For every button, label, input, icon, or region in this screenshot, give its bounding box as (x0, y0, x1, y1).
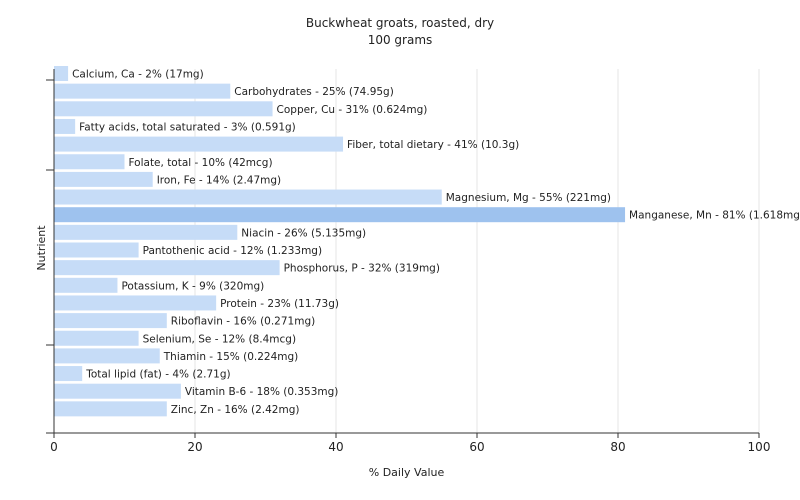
x-tick-label: 100 (748, 440, 771, 454)
bar-label: Carbohydrates - 25% (74.95g) (234, 86, 394, 98)
x-tick-label: 40 (328, 440, 343, 454)
chart-subtitle: 100 grams (367, 33, 433, 47)
y-axis-label: Nutrient (35, 225, 48, 271)
bar-label: Calcium, Ca - 2% (17mg) (72, 69, 204, 81)
x-tick-label: 0 (50, 440, 58, 454)
bar (54, 348, 160, 364)
bar-label: Magnesium, Mg - 55% (221mg) (446, 192, 611, 204)
bar-label: Niacin - 26% (5.135mg) (241, 227, 366, 239)
bar (54, 330, 139, 346)
bar-label: Fatty acids, total saturated - 3% (0.591… (79, 121, 296, 133)
bar-label: Selenium, Se - 12% (8.4mcg) (143, 333, 296, 345)
bar-label: Thiamin - 15% (0.224mg) (163, 351, 299, 363)
bar (54, 224, 238, 240)
x-tick-label: 60 (469, 440, 484, 454)
bar (54, 66, 69, 81)
bar-label: Potassium, K - 9% (320mg) (121, 280, 264, 292)
bar-label: Protein - 23% (11.73g) (220, 298, 339, 310)
x-axis-ticks: 0 20 40 60 80 100 (50, 433, 770, 454)
bar (54, 207, 626, 223)
bar-label: Iron, Fe - 14% (2.47mg) (157, 174, 281, 186)
bar-label: Fiber, total dietary - 41% (10.3g) (347, 139, 519, 151)
bar (54, 295, 217, 311)
bar-label: Riboflavin - 16% (0.271mg) (171, 316, 315, 328)
bar-label: Phosphorus, P - 32% (319mg) (284, 263, 440, 275)
chart-title: Buckwheat groats, roasted, dry (305, 16, 495, 30)
bars: Calcium, Ca - 2% (17mg) Carbohydrates - 2… (54, 66, 800, 417)
x-axis-label: % Daily Value (369, 466, 445, 479)
bar (54, 366, 83, 382)
bar (54, 260, 280, 276)
bar (54, 401, 167, 417)
gridlines (194, 69, 760, 433)
bar (54, 313, 167, 329)
bar (54, 154, 125, 170)
bar (54, 277, 118, 293)
bar-label: Pantothenic acid - 12% (1.233mg) (143, 245, 322, 257)
bar (54, 136, 344, 152)
bar (54, 83, 231, 99)
bar (54, 118, 76, 134)
x-tick-label: 20 (187, 440, 202, 454)
bar-label: Total lipid (fat) - 4% (2.71g) (85, 369, 230, 381)
bar-label: Manganese, Mn - 81% (1.618mg) (629, 210, 800, 222)
bar (54, 171, 153, 187)
axes (46, 69, 759, 434)
bar (54, 242, 139, 258)
bar (54, 189, 442, 205)
bar-label: Zinc, Zn - 16% (2.42mg) (171, 404, 300, 416)
bar-label: Vitamin B-6 - 18% (0.353mg) (185, 386, 339, 398)
bar-label: Folate, total - 10% (42mcg) (129, 157, 273, 169)
x-tick-label: 80 (610, 440, 625, 454)
bar (54, 101, 273, 117)
bar-label: Copper, Cu - 31% (0.624mg) (277, 104, 428, 116)
bar (54, 383, 181, 399)
